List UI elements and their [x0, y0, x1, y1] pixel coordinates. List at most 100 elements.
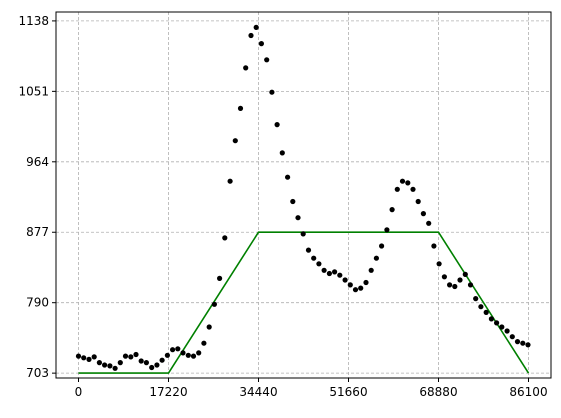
scatter-point — [128, 354, 133, 359]
scatter-point — [160, 358, 165, 363]
scatter-point — [92, 354, 97, 359]
scatter-point — [447, 282, 452, 287]
scatter-point — [259, 41, 264, 46]
scatter-point — [400, 179, 405, 184]
scatter-point — [525, 342, 530, 347]
scatter-point — [410, 187, 415, 192]
scatter-point — [322, 268, 327, 273]
scatter-point — [243, 65, 248, 70]
scatter-point — [316, 261, 321, 266]
x-tick-label: 17220 — [149, 385, 187, 399]
scatter-point — [217, 276, 222, 281]
scatter-point — [379, 243, 384, 248]
scatter-point — [118, 360, 123, 365]
x-tick-label: 51660 — [329, 385, 367, 399]
scatter-point — [353, 287, 358, 292]
scatter-point — [510, 334, 515, 339]
scatter-point — [170, 347, 175, 352]
scatter-point — [301, 231, 306, 236]
scatter-point — [520, 341, 525, 346]
scatter-point — [107, 363, 112, 368]
scatter-point — [343, 277, 348, 282]
scatter-point — [180, 350, 185, 355]
scatter-point — [238, 106, 243, 111]
y-tick-label: 964 — [26, 155, 49, 169]
scatter-point — [363, 280, 368, 285]
scatter-point — [123, 354, 128, 359]
scatter-point — [280, 150, 285, 155]
scatter-point — [337, 273, 342, 278]
grid — [56, 12, 551, 378]
scatter-point — [442, 274, 447, 279]
scatter-point — [395, 187, 400, 192]
scatter-point — [426, 221, 431, 226]
scatter-point — [390, 207, 395, 212]
scatter-point — [489, 316, 494, 321]
scatter-point — [285, 175, 290, 180]
scatter-point — [431, 243, 436, 248]
x-tick-label: 86100 — [509, 385, 547, 399]
scatter-point — [332, 269, 337, 274]
scatter-point — [86, 357, 91, 362]
scatter-point — [154, 362, 159, 367]
scatter-point — [149, 365, 154, 370]
y-tick-label: 1051 — [18, 84, 49, 98]
scatter-point — [212, 302, 217, 307]
scatter-point — [207, 324, 212, 329]
scatter-point — [327, 271, 332, 276]
y-tick-label: 703 — [26, 366, 49, 380]
scatter-point — [416, 199, 421, 204]
scatter-point — [437, 261, 442, 266]
x-tick-label: 68880 — [419, 385, 457, 399]
scatter-point — [463, 272, 468, 277]
scatter-point — [97, 360, 102, 365]
scatter-point — [348, 282, 353, 287]
scatter-point — [233, 138, 238, 143]
scatter-point — [201, 341, 206, 346]
scatter-point — [311, 256, 316, 261]
scatter-point — [452, 284, 457, 289]
scatter-point — [175, 346, 180, 351]
scatter-point — [269, 90, 274, 95]
scatter-point — [499, 324, 504, 329]
y-tick-label: 790 — [26, 296, 49, 310]
scatter-point — [222, 235, 227, 240]
scatter-point — [457, 277, 462, 282]
ticks: 0 17220 34440 51660 68880 86100 703 790 877 964 10… — [18, 14, 547, 399]
scatter-point — [290, 199, 295, 204]
scatter-point — [515, 339, 520, 344]
scatter-point — [374, 256, 379, 261]
scatter-point — [275, 122, 280, 127]
scatter-point — [196, 350, 201, 355]
scatter-point — [405, 180, 410, 185]
scatter-point — [81, 355, 86, 360]
x-tick-label: 34440 — [239, 385, 277, 399]
y-tick-label: 1138 — [18, 14, 49, 28]
axes-frame — [56, 12, 551, 378]
scatter-point — [228, 179, 233, 184]
scatter-point — [102, 362, 107, 367]
scatter-point — [494, 320, 499, 325]
scatter-point — [473, 296, 478, 301]
x-tick-label: 0 — [75, 385, 83, 399]
scatter-point — [264, 57, 269, 62]
scatter-point — [295, 215, 300, 220]
scatter-point — [505, 328, 510, 333]
scatter-point — [384, 227, 389, 232]
scatter-point — [478, 304, 483, 309]
scatter-point — [484, 310, 489, 315]
scatter-point — [186, 353, 191, 358]
scatter-point — [358, 286, 363, 291]
scatter-point — [306, 248, 311, 253]
scatter-point — [191, 354, 196, 359]
scatter-point — [144, 360, 149, 365]
scatter-series — [76, 25, 531, 371]
scatter-point — [133, 352, 138, 357]
scatter-point — [76, 354, 81, 359]
scatter-point — [468, 282, 473, 287]
scatter-point — [165, 353, 170, 358]
y-tick-label: 877 — [26, 225, 49, 239]
scatter-point — [421, 211, 426, 216]
